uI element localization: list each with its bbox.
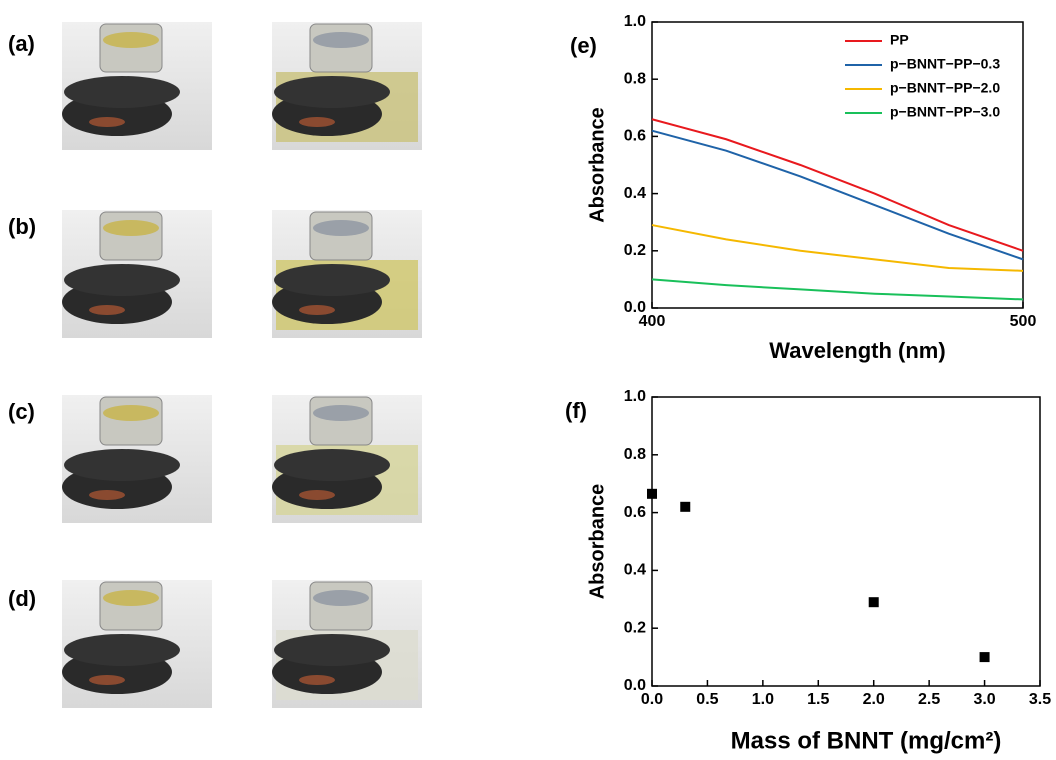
photo-membrane xyxy=(274,76,390,108)
photo-membrane xyxy=(274,449,390,481)
panel-label: (f) xyxy=(565,398,587,423)
x-tick-label: 0.0 xyxy=(641,691,663,708)
photo-membrane xyxy=(64,264,180,296)
plot-frame xyxy=(652,397,1040,686)
panel-label: (c) xyxy=(8,399,35,424)
scatter-point xyxy=(869,597,879,607)
y-tick-label: 0.4 xyxy=(624,185,646,202)
photo-membrane xyxy=(274,634,390,666)
legend-label: p−BNNT−PP−2.0 xyxy=(890,80,1000,96)
figure: (a) (b) (c) (d) 0.0 0.2 0.4 0.6 0.8 1.0 400 500… xyxy=(0,0,1056,760)
y-tick-label: 0.6 xyxy=(624,504,646,521)
scatter-point xyxy=(647,489,657,499)
photo-vial-top xyxy=(313,220,369,236)
y-tick-label: 0.8 xyxy=(624,446,646,463)
photo-vial-top xyxy=(313,32,369,48)
y-tick-label: 0.4 xyxy=(624,562,646,579)
photo-spot xyxy=(89,675,125,685)
y-tick-label: 1.0 xyxy=(624,13,646,30)
scatter-point xyxy=(680,502,690,512)
photo-spot xyxy=(89,117,125,127)
x-tick-label: 400 xyxy=(639,313,666,330)
photo-spot xyxy=(299,675,335,685)
x-tick-label: 2.5 xyxy=(918,691,940,708)
series-line xyxy=(652,131,1023,260)
figure-canvas: (a) (b) (c) (d) 0.0 0.2 0.4 0.6 0.8 1.0 400 500… xyxy=(0,0,1056,760)
x-tick-label: 2.0 xyxy=(863,691,885,708)
x-tick-label: 3.5 xyxy=(1029,691,1051,708)
photo-spot xyxy=(299,117,335,127)
y-axis-title: Absorbance xyxy=(586,484,608,600)
x-axis-title: Mass of BNNT (mg/cm²) xyxy=(731,727,1002,754)
y-tick-label: 0.2 xyxy=(624,242,646,259)
x-tick-label: 1.5 xyxy=(807,691,829,708)
photo-membrane xyxy=(64,634,180,666)
x-tick-label: 0.5 xyxy=(696,691,718,708)
photo-membrane xyxy=(274,264,390,296)
photo-vial-top xyxy=(103,405,159,421)
y-tick-label: 1.0 xyxy=(624,388,646,405)
y-tick-label: 0.2 xyxy=(624,619,646,636)
photo-vial-top xyxy=(103,590,159,606)
x-tick-label: 500 xyxy=(1010,313,1037,330)
photo-spot xyxy=(89,305,125,315)
photo-membrane xyxy=(64,449,180,481)
photo-vial-top xyxy=(313,405,369,421)
photo-grid xyxy=(62,22,422,708)
series-line xyxy=(652,119,1023,251)
x-axis-title: Wavelength (nm) xyxy=(769,338,945,363)
x-tick-label: 3.0 xyxy=(973,691,995,708)
legend-label: p−BNNT−PP−3.0 xyxy=(890,104,1000,120)
photo-membrane xyxy=(64,76,180,108)
y-tick-label: 0.8 xyxy=(624,70,646,87)
panel-label: (e) xyxy=(570,33,597,58)
y-tick-label: 0.6 xyxy=(624,128,646,145)
photo-vial-top xyxy=(103,32,159,48)
photo-spot xyxy=(299,305,335,315)
photo-vial-top xyxy=(313,590,369,606)
scatter-point xyxy=(980,652,990,662)
photo-spot xyxy=(89,490,125,500)
photo-spot xyxy=(299,490,335,500)
legend-label: PP xyxy=(890,32,909,48)
series-line xyxy=(652,279,1023,299)
x-tick-label: 1.0 xyxy=(752,691,774,708)
photo-vial-top xyxy=(103,220,159,236)
legend-label: p−BNNT−PP−0.3 xyxy=(890,56,1000,72)
panel-label: (a) xyxy=(8,31,35,56)
panel-label: (b) xyxy=(8,214,36,239)
panel-label: (d) xyxy=(8,586,36,611)
y-axis-title: Absorbance xyxy=(586,107,608,223)
